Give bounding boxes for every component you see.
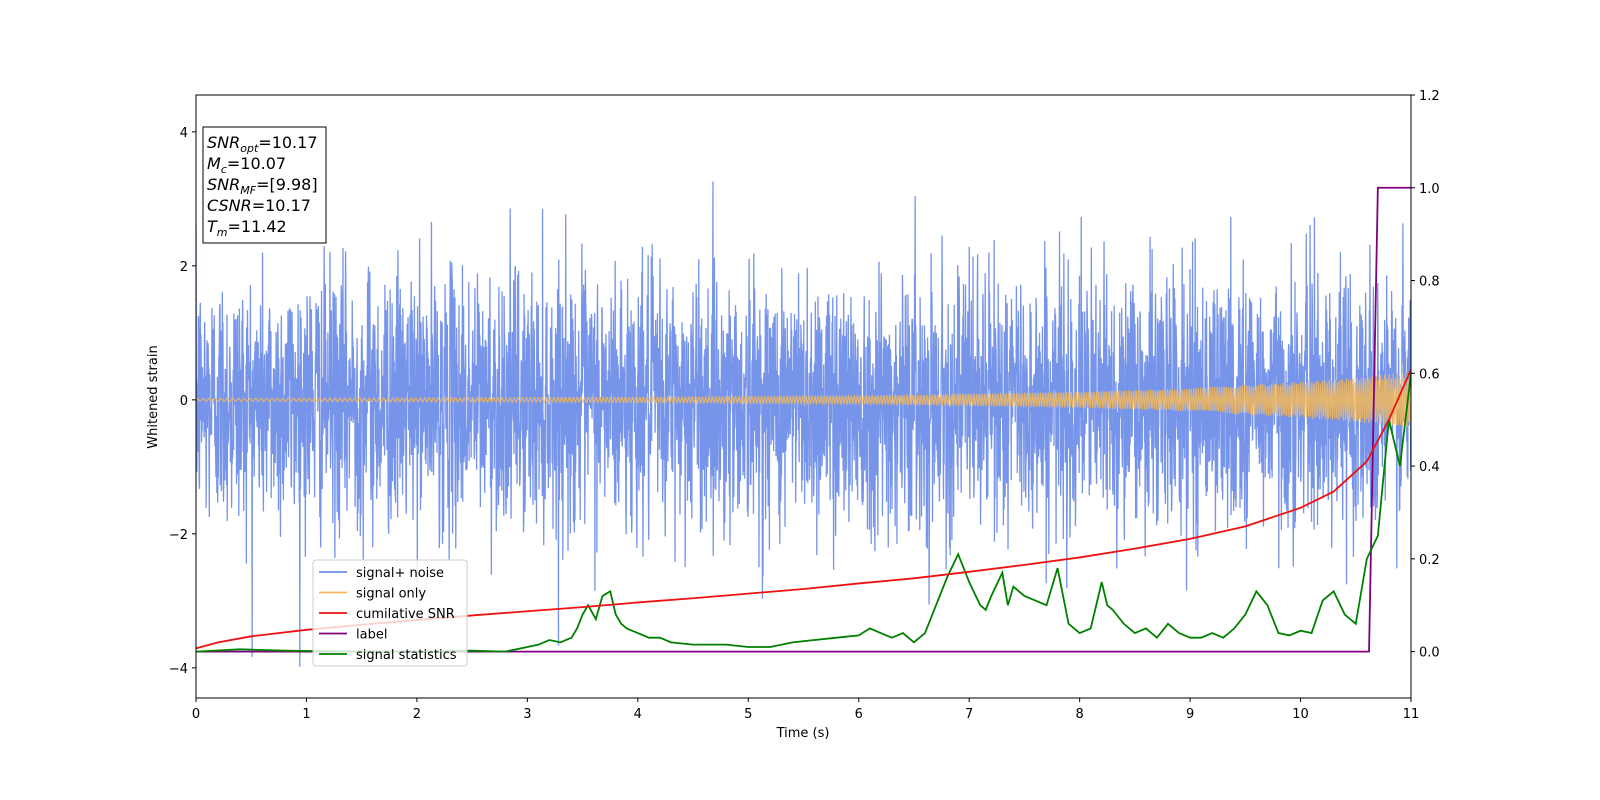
legend-frame [312,559,468,667]
info-box-line: SNRopt=10.17 [207,133,318,155]
y-right-tick-label: 0.6 [1419,367,1440,382]
x-tick-label: 11 [1403,707,1420,722]
plot-frame [195,94,1412,699]
y-right-tick-label: 0.4 [1419,460,1440,475]
series-layer [196,181,1411,667]
y-axis-right: 1.2 1.0 0.8 0.6 0.4 0.2 0.0 [1411,89,1440,661]
y-right-tick-label: 0.2 [1419,553,1440,568]
info-sub: MF [240,184,256,197]
y-right-tick-label: 0.0 [1419,646,1440,661]
legend-entry: signal+ noise [356,566,444,581]
y-left-tick-label: −4 [169,662,188,677]
info-value: =10.17 [258,133,317,152]
y-left-tick-label: 0 [180,394,188,409]
info-sub: m [217,226,228,239]
x-tick-label: 2 [413,707,421,722]
x-tick-label: 5 [744,707,752,722]
x-tick-label: 1 [302,707,310,722]
x-tick-label: 6 [855,707,863,722]
x-tick-label: 4 [634,707,642,722]
legend-entry: cumilative SNR [356,607,455,622]
y-right-tick-label: 1.2 [1419,89,1440,104]
y-right-tick-label: 1.0 [1419,182,1440,197]
info-sub: opt [240,142,259,155]
info-box-line: Mc=10.07 [207,154,286,176]
y-axis-left: 4 2 0 −2 −4 [169,126,196,677]
x-tick-label: 3 [523,707,531,722]
info-value: =10.07 [227,154,286,173]
series-signal-statistics-line [196,373,1411,653]
x-tick-label: 8 [1075,707,1083,722]
info-main: SNR [207,133,240,152]
legend-entry: label [356,628,387,643]
info-box: SNRopt=10.17Mc=10.07SNRMF=[9.98]CSNR=10.… [202,126,327,244]
x-tick-label: 7 [965,707,973,722]
x-axis: 0 1 2 3 4 5 6 7 8 9 10 11 [192,698,1419,722]
x-tick-label: 9 [1186,707,1194,722]
legend-entry: signal only [356,587,426,602]
info-main: SNR [207,175,240,194]
info-box-frame [202,126,327,244]
info-main: CSNR [207,196,252,215]
info-box-line: Tm=11.42 [207,217,287,239]
legend: signal+ noise signal only cumilative SNR la… [312,559,468,667]
info-main: T [207,217,218,236]
info-box-line: CSNR=10.17 [207,196,311,215]
info-main: M [207,154,221,173]
info-value: =11.42 [228,217,287,236]
info-sub: c [221,163,227,176]
x-tick-label: 10 [1292,707,1309,722]
x-tick-label: 0 [192,707,200,722]
series-label-line [196,186,1411,653]
y-left-tick-label: −2 [169,528,188,543]
legend-entry: signal statistics [356,648,457,663]
y-left-tick-label: 4 [180,126,188,141]
x-axis-label: Time (s) [776,726,830,741]
info-value: =10.17 [252,196,311,215]
y-left-tick-label: 2 [180,260,188,275]
info-box-line: SNRMF=[9.98] [207,175,318,197]
y-right-tick-label: 0.8 [1419,275,1440,290]
info-value: =[9.98] [256,175,318,194]
series-signal-only-line [196,372,1411,429]
y-axis-label: Whitened strain [146,345,161,448]
